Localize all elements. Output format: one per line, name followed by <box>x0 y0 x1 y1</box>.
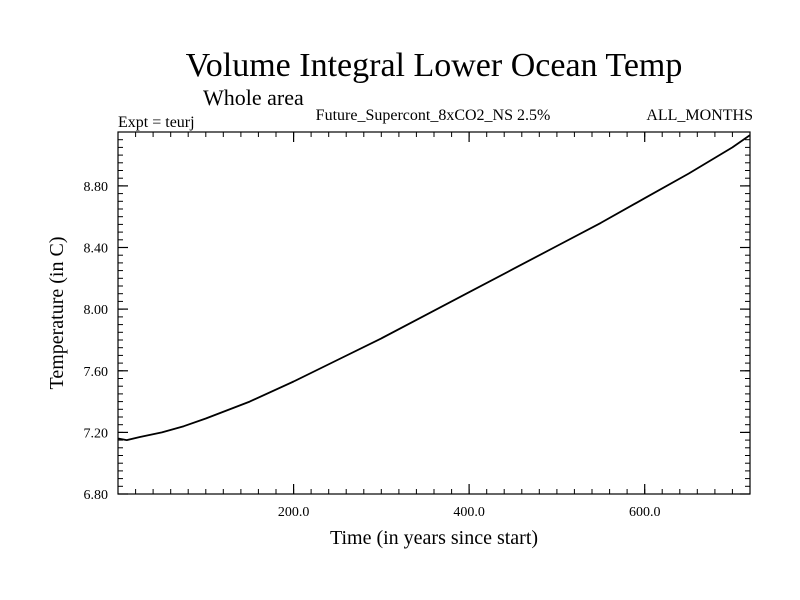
x-tick-label: 200.0 <box>278 505 310 520</box>
minor-ticks <box>118 132 750 494</box>
months-label: ALL_MONTHS <box>646 107 753 124</box>
y-tick-label: 6.80 <box>84 488 109 503</box>
x-tick-label: 600.0 <box>629 505 661 520</box>
x-axis: 200.0 400.0 600.0 <box>278 132 661 520</box>
chart-subtitle: Whole area <box>203 85 304 110</box>
y-tick-label: 7.20 <box>84 426 109 441</box>
y-tick-label: 8.80 <box>84 180 109 195</box>
x-tick-label: 400.0 <box>453 505 485 520</box>
chart-title: Volume Integral Lower Ocean Temp <box>186 47 683 84</box>
plot-frame <box>117 131 751 495</box>
x-axis-label: Time (in years since start) <box>330 527 538 549</box>
y-axis-label: Temperature (in C) <box>46 237 68 390</box>
y-tick-label: 8.40 <box>84 242 109 257</box>
y-tick-label: 8.00 <box>84 303 109 318</box>
experiment-label: Expt = teurj <box>118 114 195 131</box>
series-line <box>117 134 751 442</box>
series-group <box>117 134 751 442</box>
run-label: Future_Supercont_8xCO2_NS 2.5% <box>316 107 551 124</box>
y-axis: 6.80 7.20 7.60 8.00 8.40 8.80 <box>84 180 750 503</box>
y-tick-label: 7.60 <box>84 365 109 380</box>
